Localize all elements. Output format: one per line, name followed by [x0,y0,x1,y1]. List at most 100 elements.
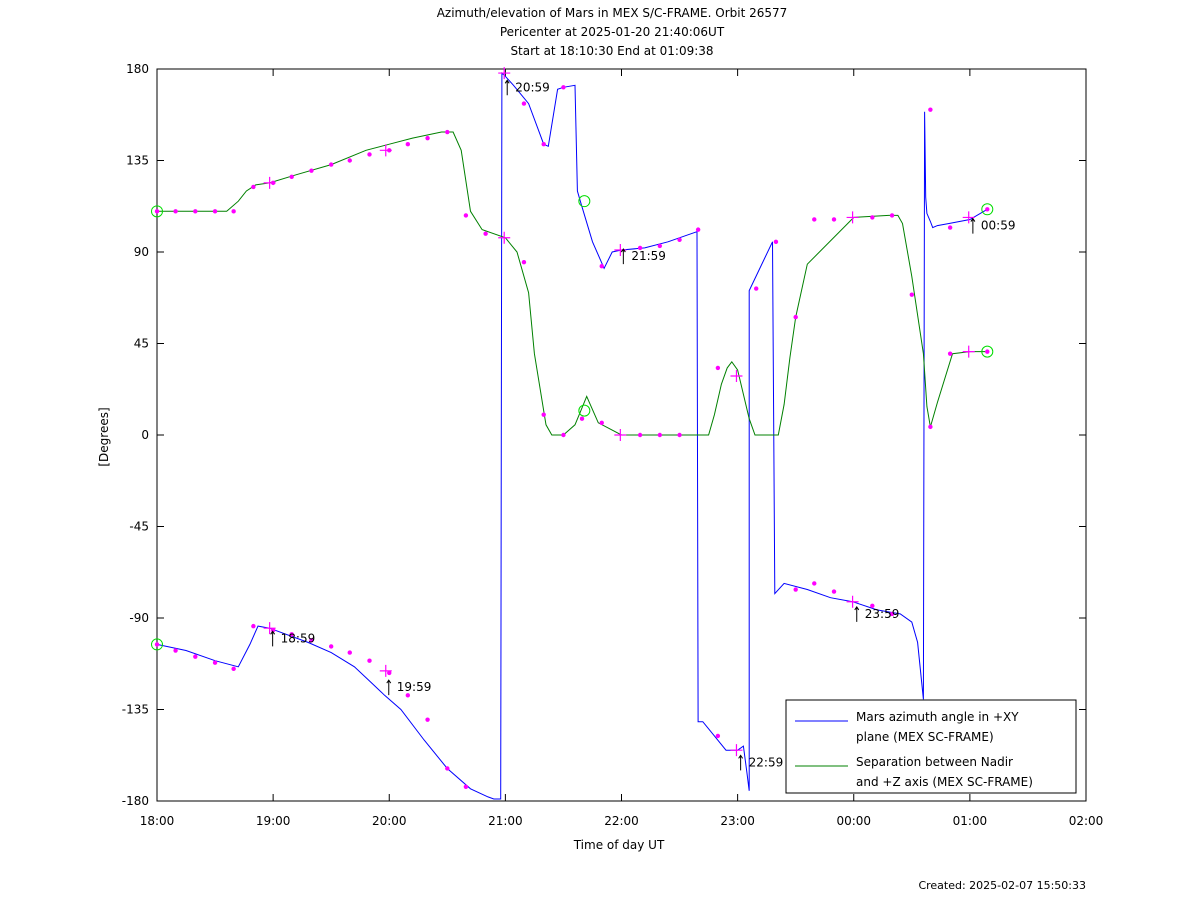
hour-cross-marker [846,211,859,224]
sample-point-marker [541,412,546,417]
hour-cross-marker [263,176,276,189]
series-layer [156,72,988,800]
legend-box [785,699,1077,794]
hour-cross-marker [498,231,511,244]
x-tick-label: 22:00 [604,814,639,828]
sample-point-marker [928,107,933,112]
hour-cross-marker [962,211,975,224]
sample-point-marker [309,168,314,173]
sample-point-marker [889,611,895,617]
time-label-arrow [270,630,276,647]
sample-point-marker [463,784,469,789]
azimuth-series-line [156,72,988,800]
sample-point-marker [561,85,566,90]
endpoint-circle-marker [578,195,591,208]
x-tick-label: 19:00 [256,814,291,828]
sample-point-marker [754,286,759,291]
sample-point-marker [521,101,527,106]
sample-point-marker [367,152,372,157]
y-tick-label: 90 [134,245,149,259]
sample-point-marker [541,142,546,147]
sample-point-marker [154,642,160,647]
sample-point-marker [831,217,837,222]
legend-label-azimuth-line-1: Mars azimuth angle in +XY [856,710,1019,724]
time-label: 23:59 [865,607,900,621]
x-tick-label: 18:00 [140,814,175,828]
sample-point-marker [985,207,990,212]
hour-cross-marker [846,595,859,608]
sample-point-marker [677,432,682,438]
sample-point-marker [909,292,915,297]
sample-point-marker [309,638,314,643]
created-timestamp: Created: 2025-02-07 15:50:33 [918,879,1086,892]
time-label: 20:59 [515,80,550,94]
sample-point-marker [212,209,218,214]
sample-point-marker [463,213,469,218]
y-tick-label: 0 [141,428,149,442]
sample-point-marker [367,658,372,663]
sample-point-marker [561,432,566,438]
x-tick-label: 00:00 [836,814,871,828]
sample-point-marker [251,184,256,190]
sample-point-marker [695,227,701,232]
y-tick-label: -135 [122,703,149,717]
sample-point-marker [173,648,178,653]
sample-point-marker [637,245,643,251]
sample-point-marker [405,142,411,147]
sample-point-marker [677,237,682,242]
sample-point-marker [347,158,352,163]
hour-cross-marker [730,744,743,757]
sample-point-marker [405,693,411,698]
x-tick-label: 21:00 [488,814,523,828]
sample-point-marker [579,416,585,421]
y-tick-label: -180 [122,794,149,808]
sample-point-marker [599,420,604,425]
x-tick-label: 02:00 [1069,814,1104,828]
sample-point-marker [870,215,875,220]
hour-cross-marker [730,370,743,383]
sample-point-marker [947,351,953,356]
sample-point-marker [289,632,294,637]
sample-point-marker [870,603,875,608]
sample-point-marker [637,432,643,438]
hour-cross-marker [498,67,511,80]
sample-point-marker [270,628,276,633]
sample-point-marker [289,174,294,179]
sample-point-marker [445,766,450,771]
sample-point-marker [328,644,334,649]
time-label: 21:59 [631,249,666,263]
sample-point-marker [599,264,604,269]
sample-point-marker [793,314,798,320]
sample-point-marker [657,432,663,438]
sample-point-marker [793,587,798,592]
sample-point-marker [251,623,256,629]
endpoint-circle-marker [151,638,163,651]
y-tick-label: 180 [126,62,149,76]
chart-title-line-1: Azimuth/elevation of Mars in MEX S/C-FRA… [437,6,788,20]
sample-point-marker [231,666,236,672]
sample-point-marker [328,162,334,167]
marker-layer [151,67,994,789]
hour-cross-marker [379,144,392,157]
sample-point-marker [985,349,990,354]
sample-point-marker [387,670,392,676]
sample-point-marker [425,717,430,722]
sample-point-marker [947,225,953,230]
x-axis-label: Time of day UT [573,838,665,852]
sample-point-marker [715,733,721,739]
y-axis-label: [Degrees] [97,407,111,466]
chart-title-line-2: Pericenter at 2025-01-20 21:40:06UT [500,25,725,39]
sample-point-marker [231,209,236,214]
sample-point-marker [889,213,895,218]
sample-point-marker [425,135,430,141]
legend: Mars azimuth angle in +XY plane (MEX SC-… [785,699,1077,794]
sample-point-marker [657,243,663,249]
separation-series-line [157,131,988,436]
sample-point-marker [715,365,721,371]
y-tick-label: 135 [126,154,149,168]
sample-point-marker [812,217,817,222]
y-tick-label: 45 [134,337,149,351]
x-tick-label: 23:00 [720,814,755,828]
sample-point-marker [773,239,779,245]
sample-point-marker [347,650,352,655]
